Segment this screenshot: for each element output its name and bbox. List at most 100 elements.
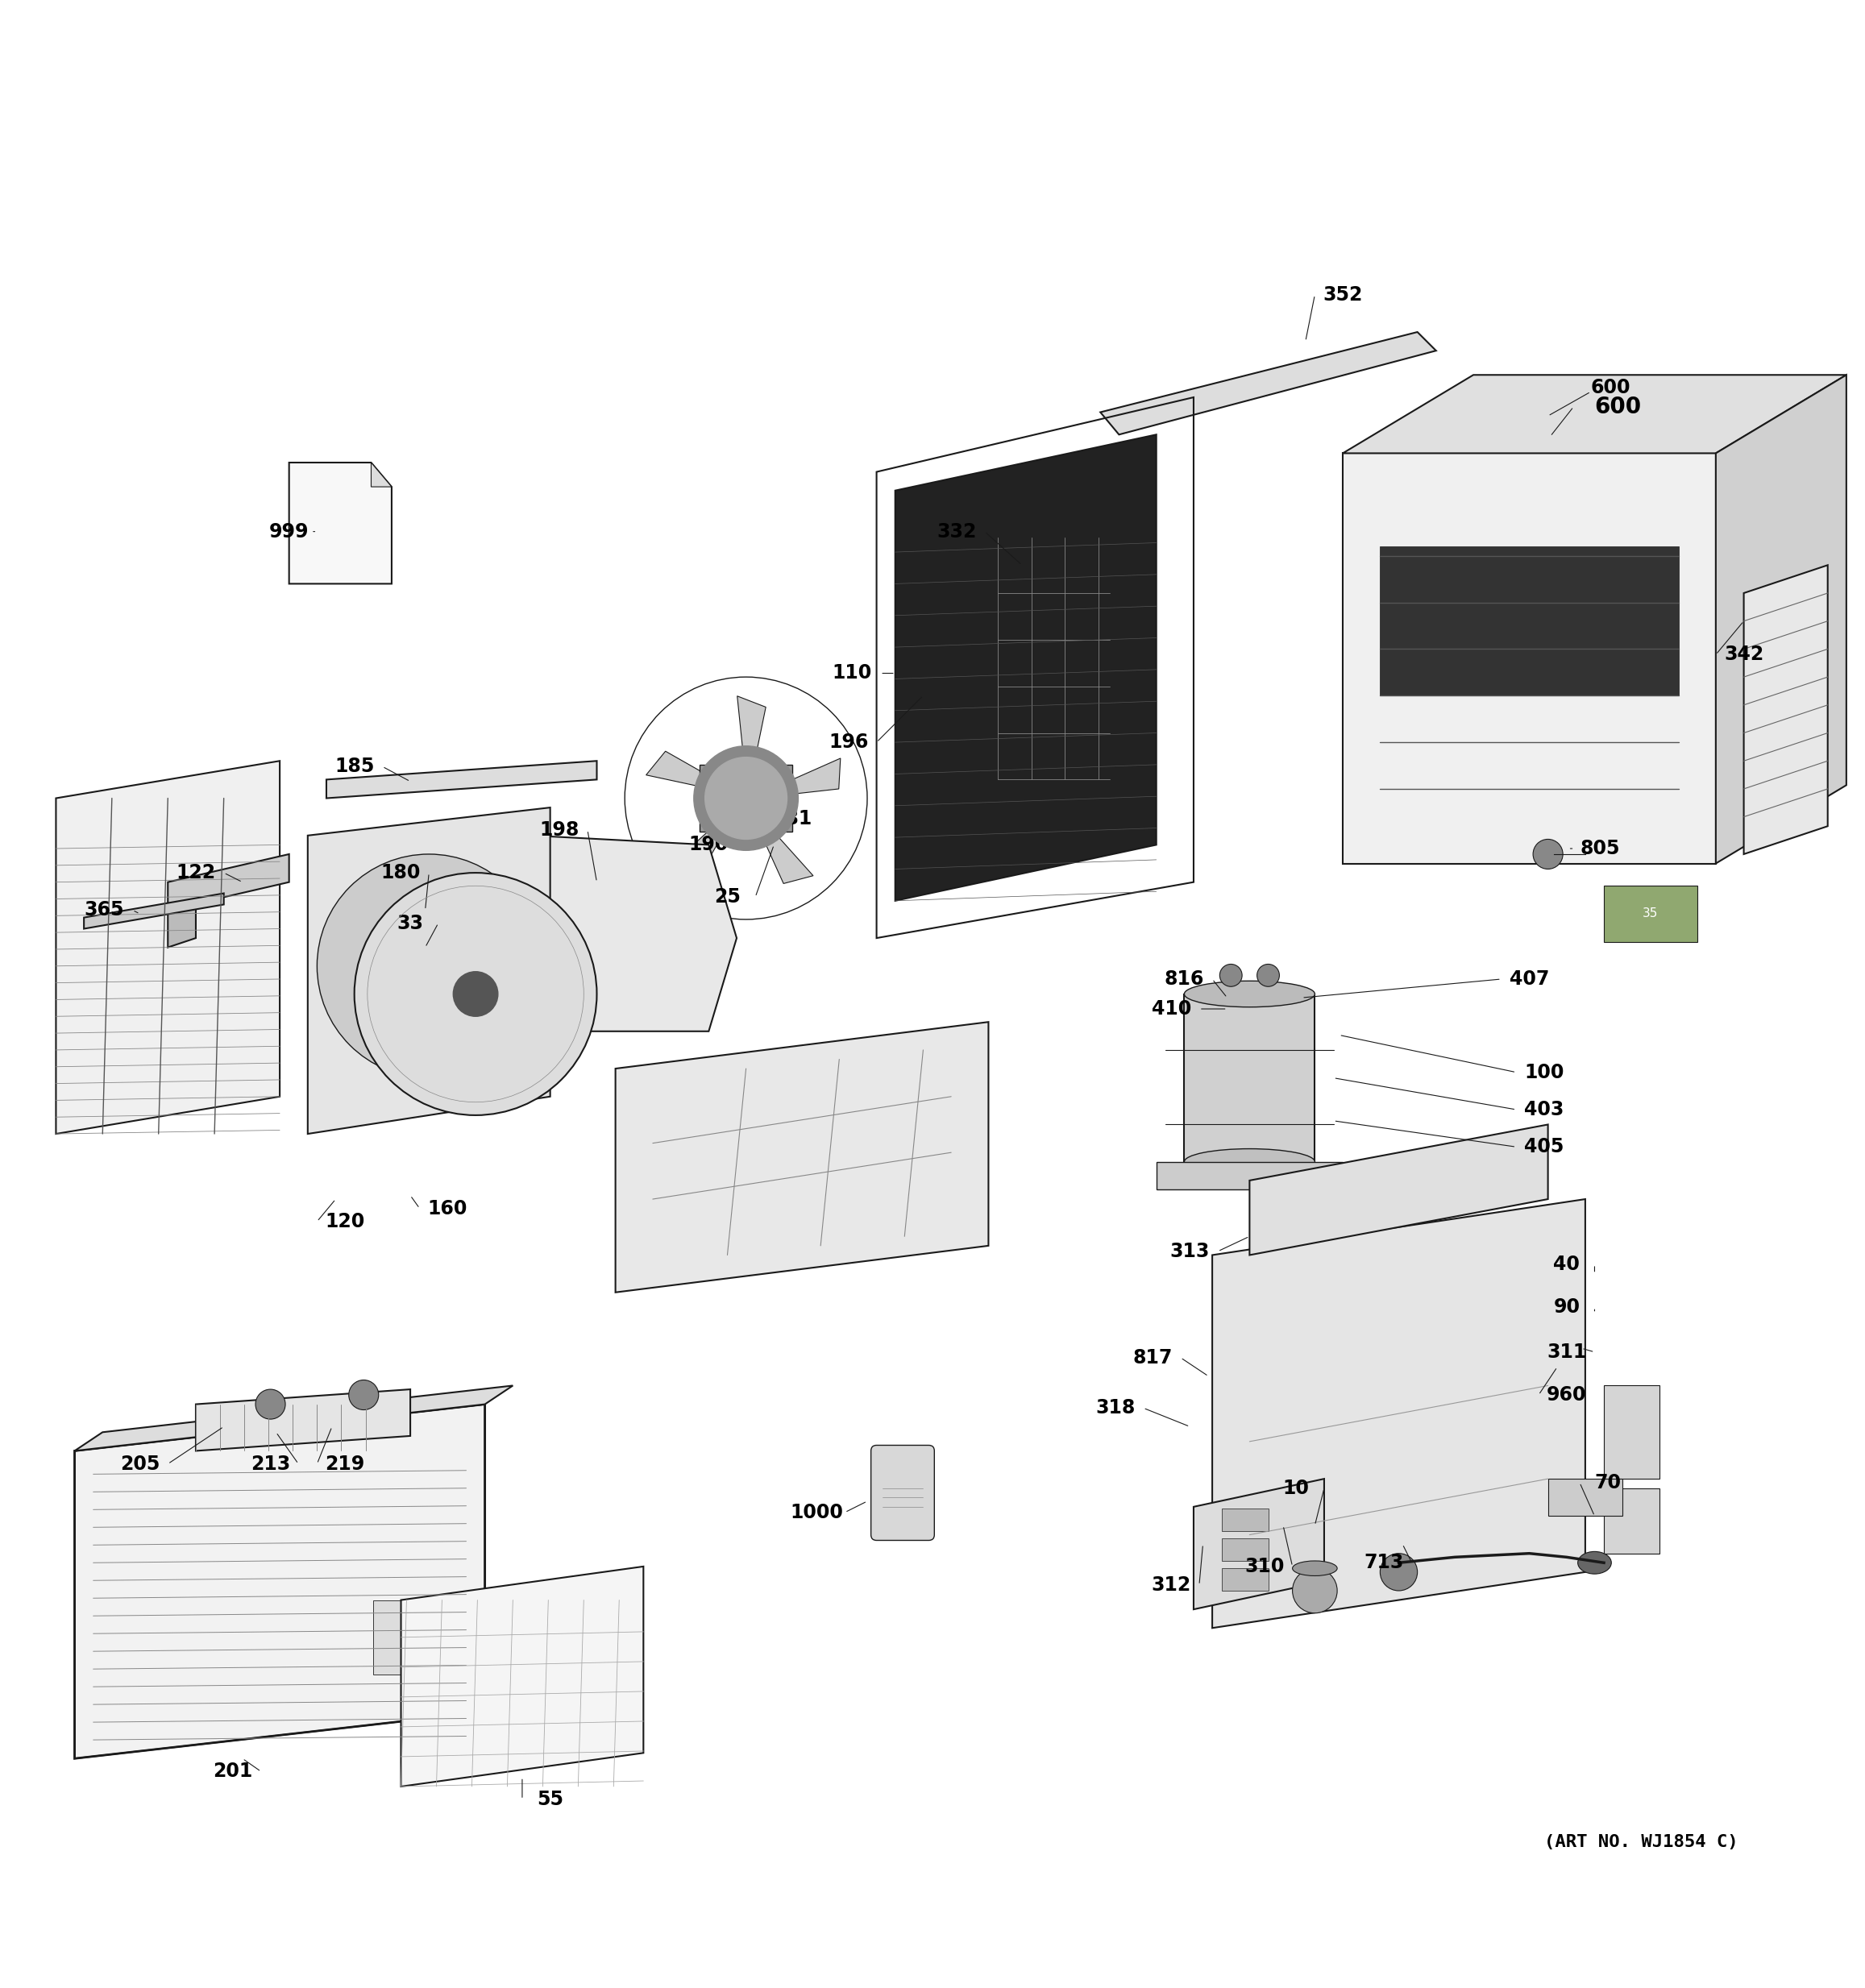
Text: 40: 40 (1554, 1254, 1580, 1274)
Bar (1222, 1569, 1268, 1590)
Text: 185: 185 (334, 757, 375, 775)
Bar (1222, 1539, 1268, 1561)
Polygon shape (401, 1567, 643, 1787)
Text: 960: 960 (1546, 1386, 1587, 1406)
Text: 312: 312 (1151, 1574, 1192, 1594)
Text: 342: 342 (1723, 644, 1764, 664)
Polygon shape (308, 807, 550, 1133)
Text: 311: 311 (1546, 1342, 1587, 1362)
Text: 1000: 1000 (791, 1503, 843, 1523)
Ellipse shape (1184, 980, 1315, 1008)
Polygon shape (196, 1390, 410, 1451)
Text: 110: 110 (832, 664, 873, 684)
Polygon shape (1250, 1125, 1548, 1254)
Polygon shape (737, 696, 767, 789)
Text: (ART NO. WJ1854 C): (ART NO. WJ1854 C) (1544, 1835, 1738, 1851)
Polygon shape (326, 761, 597, 799)
Polygon shape (1194, 1479, 1324, 1610)
Bar (1548, 1479, 1623, 1517)
Circle shape (1257, 964, 1279, 986)
Polygon shape (750, 807, 813, 883)
Polygon shape (645, 751, 739, 793)
Bar (998, 537, 1110, 779)
Polygon shape (84, 893, 224, 928)
Circle shape (453, 972, 498, 1016)
Polygon shape (1716, 376, 1846, 863)
Text: 405: 405 (1524, 1137, 1565, 1157)
Polygon shape (56, 761, 280, 1133)
Circle shape (1292, 1569, 1337, 1612)
Text: 313: 313 (1169, 1242, 1210, 1260)
Polygon shape (168, 855, 289, 911)
Bar (1604, 887, 1697, 942)
Circle shape (1380, 1553, 1417, 1590)
Text: 817: 817 (1132, 1348, 1173, 1368)
Text: 55: 55 (537, 1789, 563, 1809)
Text: 816: 816 (1164, 970, 1205, 988)
Polygon shape (371, 463, 392, 487)
Text: 181: 181 (772, 809, 813, 829)
Bar (373, 1600, 448, 1674)
Bar (1222, 1509, 1268, 1531)
Text: 310: 310 (1244, 1557, 1285, 1576)
Polygon shape (289, 463, 392, 584)
Bar (1380, 547, 1678, 696)
Text: 120: 120 (325, 1213, 366, 1231)
Polygon shape (1100, 332, 1436, 435)
Text: 33: 33 (397, 912, 423, 932)
Polygon shape (1744, 565, 1828, 855)
Polygon shape (1343, 376, 1846, 453)
Text: 100: 100 (1524, 1064, 1565, 1081)
Text: 600: 600 (1591, 378, 1630, 398)
Text: 190: 190 (688, 835, 729, 855)
Bar (1604, 1489, 1660, 1553)
Circle shape (705, 757, 787, 839)
Text: 805: 805 (1580, 839, 1621, 859)
Bar (699, 765, 793, 831)
Bar (877, 1451, 929, 1535)
Text: 122: 122 (175, 863, 216, 883)
Circle shape (349, 1380, 379, 1409)
Text: 180: 180 (380, 863, 421, 883)
Polygon shape (1343, 453, 1716, 863)
Text: 403: 403 (1524, 1099, 1565, 1119)
Circle shape (256, 1390, 285, 1419)
Text: 713: 713 (1363, 1553, 1404, 1573)
Circle shape (1220, 964, 1242, 986)
Circle shape (694, 746, 798, 851)
Text: 332: 332 (936, 523, 977, 541)
Ellipse shape (1578, 1551, 1611, 1574)
Text: 352: 352 (1322, 284, 1363, 304)
Polygon shape (1184, 994, 1315, 1161)
Text: 70: 70 (1595, 1473, 1621, 1493)
Text: 999: 999 (269, 523, 310, 541)
Text: 35: 35 (1643, 909, 1658, 920)
Polygon shape (1156, 1161, 1343, 1189)
Text: 10: 10 (1283, 1479, 1309, 1497)
Ellipse shape (1292, 1561, 1337, 1576)
Polygon shape (168, 901, 196, 948)
Circle shape (317, 855, 541, 1077)
Text: 160: 160 (427, 1199, 468, 1219)
Text: 196: 196 (828, 734, 869, 751)
Polygon shape (677, 803, 739, 887)
Ellipse shape (1184, 1149, 1315, 1175)
Text: 201: 201 (213, 1761, 254, 1781)
Text: 318: 318 (1095, 1398, 1136, 1417)
Text: 410: 410 (1151, 1000, 1192, 1018)
FancyBboxPatch shape (871, 1445, 934, 1541)
Text: 205: 205 (119, 1455, 160, 1473)
Text: 219: 219 (325, 1455, 366, 1473)
Polygon shape (75, 1404, 485, 1759)
Polygon shape (1212, 1199, 1585, 1628)
Polygon shape (755, 757, 841, 799)
Circle shape (1533, 839, 1563, 869)
Circle shape (354, 873, 597, 1115)
Text: 407: 407 (1509, 970, 1550, 988)
Polygon shape (895, 435, 1156, 901)
Text: 600: 600 (1595, 396, 1641, 417)
Text: 90: 90 (1554, 1298, 1580, 1316)
Bar (1604, 1386, 1660, 1479)
Polygon shape (75, 1386, 513, 1451)
Text: 25: 25 (714, 887, 740, 907)
